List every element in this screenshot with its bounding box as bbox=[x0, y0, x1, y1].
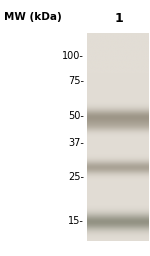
Text: 25-: 25- bbox=[68, 172, 84, 182]
Text: 37-: 37- bbox=[68, 138, 84, 148]
Text: MW (kDa): MW (kDa) bbox=[4, 12, 62, 22]
Text: 15-: 15- bbox=[68, 216, 84, 226]
Text: 1: 1 bbox=[114, 12, 123, 25]
Text: 50-: 50- bbox=[68, 111, 84, 121]
Text: 75-: 75- bbox=[68, 76, 84, 86]
Text: 100-: 100- bbox=[62, 51, 84, 61]
